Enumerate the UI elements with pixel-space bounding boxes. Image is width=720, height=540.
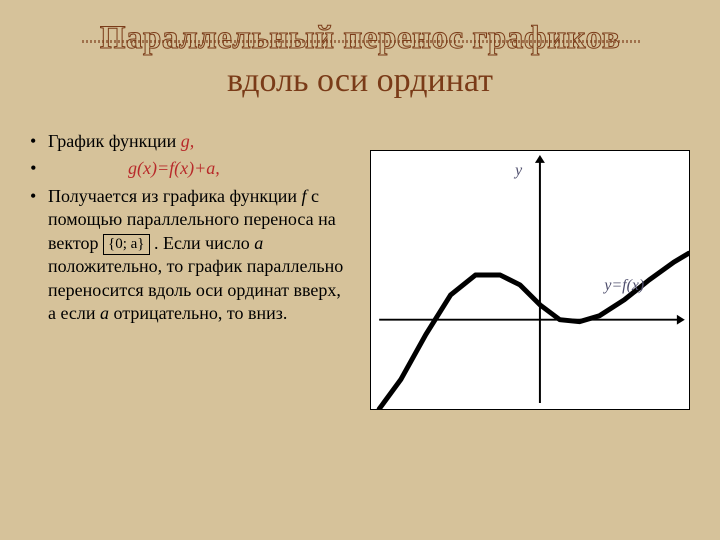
- bullet-item: g(x)=f(x)+a,: [28, 157, 348, 180]
- title-line-1: Параллельный перенос графиков: [0, 20, 720, 57]
- chart-svg: y y=f(x): [371, 151, 689, 409]
- y-axis-arrow: [535, 155, 545, 163]
- bullet-item: Получается из графика функции f с помощь…: [28, 185, 348, 326]
- bullet-item: График функции g,: [28, 130, 348, 153]
- curve-label: y=f(x): [602, 277, 644, 294]
- title-2-text: вдоль оси ординат: [227, 62, 493, 99]
- body-text: График функции g, g(x)=f(x)+a, Получается …: [28, 130, 348, 329]
- x-axis-arrow: [677, 315, 685, 325]
- vector-notation: {0; a}: [103, 234, 149, 256]
- title-1-text: Параллельный перенос графиков: [100, 20, 620, 56]
- function-chart: y y=f(x): [370, 150, 690, 410]
- bullet-list: График функции g, g(x)=f(x)+a, Получается …: [28, 130, 348, 325]
- y-axis-label: y: [513, 162, 523, 179]
- slide: Параллельный перенос графиков вдоль оси …: [0, 0, 720, 540]
- title-line-2: вдоль оси ординат: [0, 62, 720, 100]
